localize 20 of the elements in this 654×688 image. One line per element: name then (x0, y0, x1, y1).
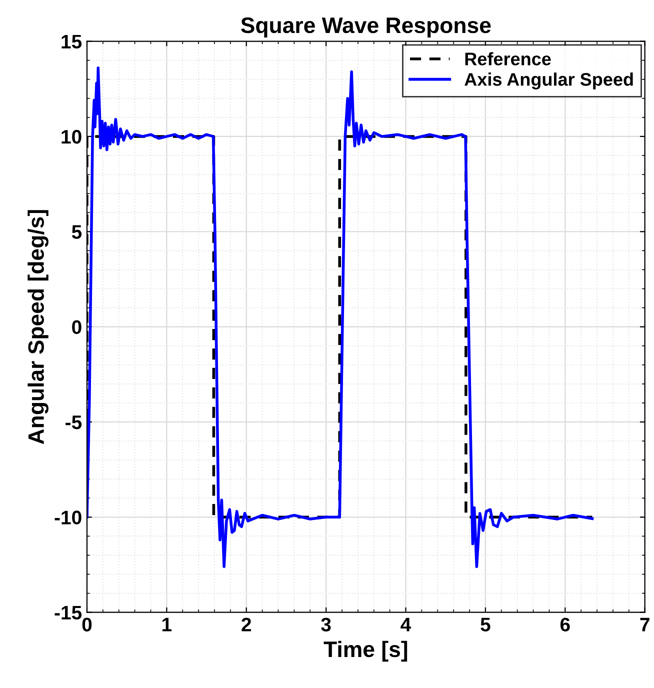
x-tick-label: 3 (321, 618, 331, 632)
y-tick-label: 15 (62, 34, 82, 49)
x-tick-label: 0 (82, 618, 92, 632)
x-tick-label: 7 (640, 618, 650, 632)
y-tick-label: -10 (54, 510, 82, 524)
y-tick-label: -15 (54, 606, 82, 620)
y-tick-label: -5 (66, 416, 82, 430)
legend-label: Reference (465, 52, 551, 66)
legend-label: Axis Angular Speed (464, 72, 633, 90)
y-tick-label: 5 (72, 225, 82, 239)
x-axis-title: Time [s] (324, 640, 408, 662)
x-tick-label: 4 (400, 618, 412, 632)
y-tick-label: 0 (72, 320, 82, 334)
x-tick-label: 6 (560, 618, 570, 632)
y-axis-title: Angular Speed [deg/s] (28, 210, 48, 444)
chart-title: Square Wave Response (241, 17, 491, 38)
y-tick-label: 10 (62, 130, 82, 144)
x-tick-label: 1 (162, 618, 172, 632)
x-tick-label: 2 (242, 618, 251, 632)
x-tick-label: 5 (480, 618, 490, 632)
